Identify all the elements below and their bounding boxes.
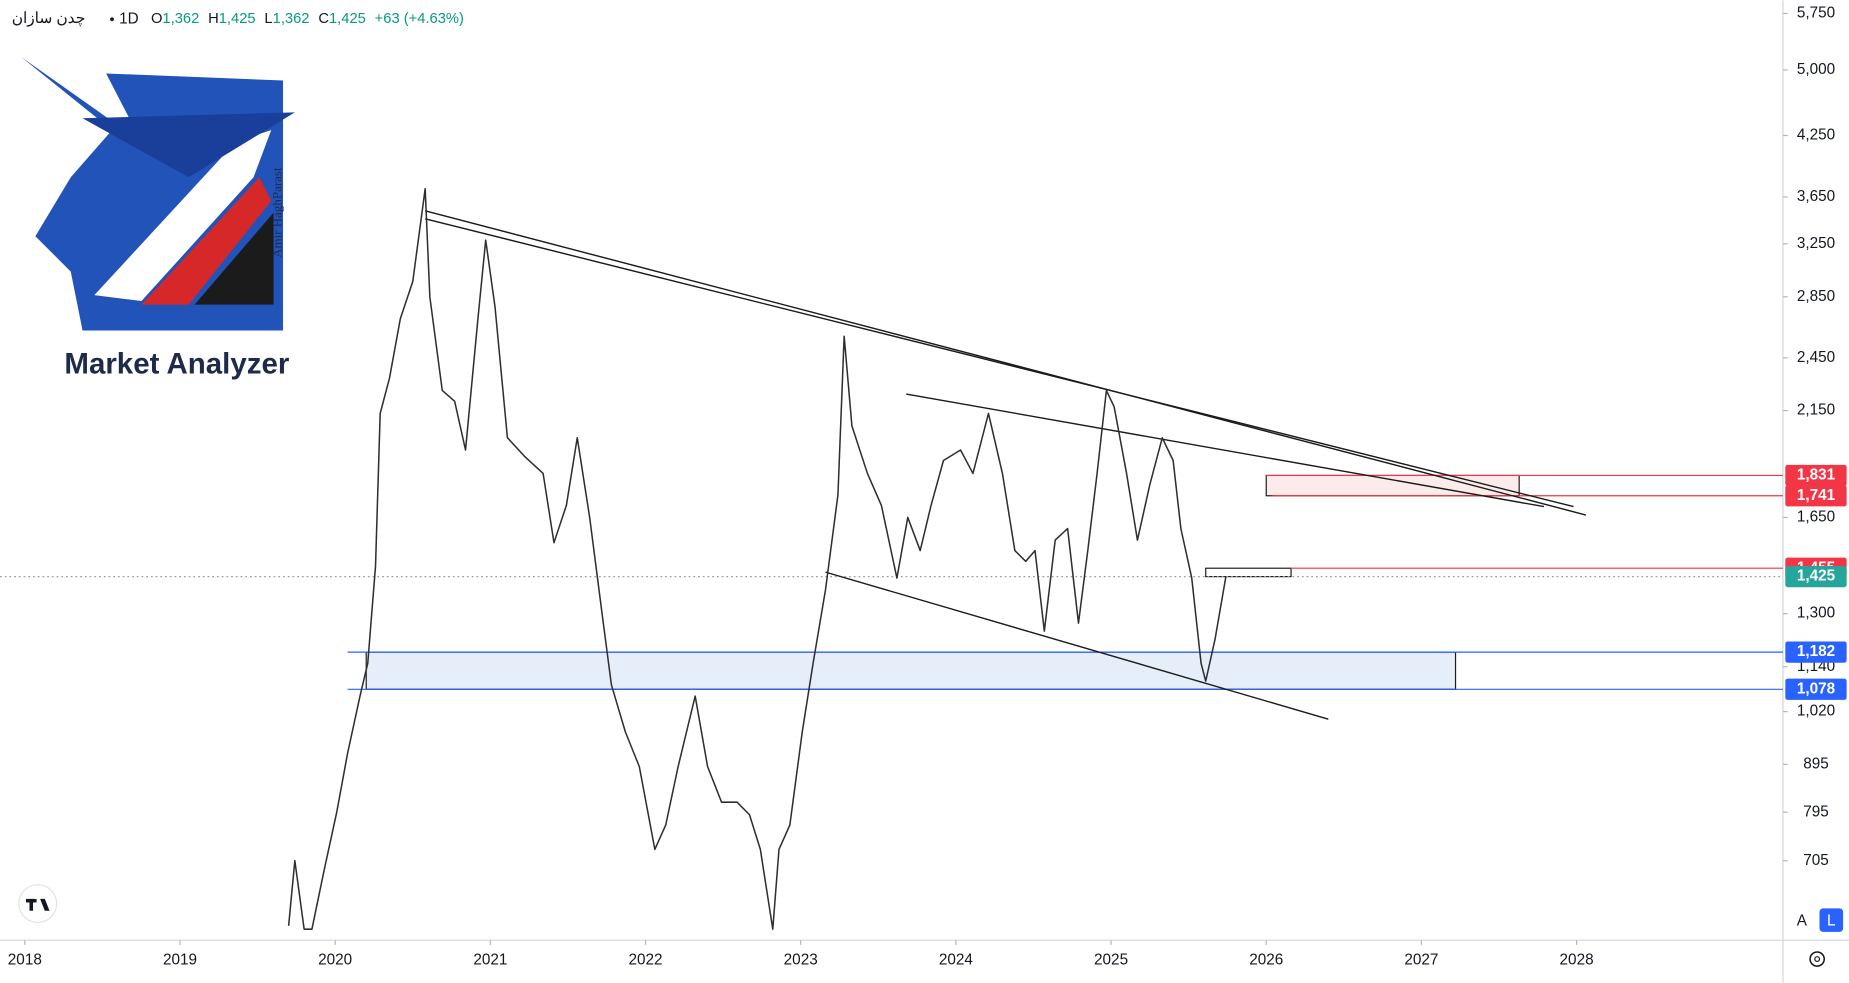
tv-logo-mark: [40, 898, 50, 911]
interval: 1D: [119, 10, 139, 27]
ohlc-key: L: [264, 11, 272, 27]
symbol: چدن سازان: [12, 10, 85, 27]
price-line-series: [287, 187, 1227, 930]
y-tick-label: 3,250: [1797, 235, 1835, 252]
ohlc-value: 1,425: [219, 11, 256, 27]
price-label: 1,831: [1797, 466, 1836, 483]
price-label: 1,078: [1797, 680, 1836, 697]
settings-icon: [1814, 956, 1821, 963]
y-tick-label: 1,650: [1797, 508, 1835, 525]
price-label-box: [1785, 566, 1847, 588]
y-tick-label: 705: [1803, 852, 1829, 869]
y-tick-label: 2,850: [1797, 288, 1835, 305]
x-tick-label: 2022: [628, 951, 662, 968]
x-tick-label: 2023: [784, 951, 818, 968]
y-tick-label: 1,300: [1797, 605, 1835, 622]
ohlc-value: 1,362: [162, 11, 199, 27]
legend-header: چدن سازان: [12, 10, 85, 27]
scale-button[interactable]: [1819, 908, 1844, 932]
x-tick-label: 2025: [1094, 951, 1128, 968]
plot: [0, 187, 1783, 930]
zone: [365, 651, 1457, 690]
logo-shape: [141, 177, 272, 305]
y-tick-label: 2,150: [1797, 402, 1835, 419]
x-tick-label: 2018: [8, 951, 42, 968]
scale-button[interactable]: [1790, 908, 1814, 932]
ohlc-key: H: [208, 11, 219, 27]
logo-title: Market Analyzer: [64, 348, 289, 381]
y-tick-label: 2,450: [1797, 349, 1835, 366]
ohlc-key: O: [151, 11, 162, 27]
tv-logo-mark: [29, 898, 34, 911]
x-tick-label: 2021: [473, 951, 507, 968]
scale-button-label[interactable]: L: [1827, 912, 1836, 929]
x-tick-label: 2028: [1560, 951, 1594, 968]
price-label: 1,182: [1797, 643, 1835, 660]
y-tick-label: 5,750: [1797, 5, 1835, 22]
y-tick-label: 1,020: [1797, 703, 1835, 720]
zone: [1205, 567, 1292, 578]
ohlc-value: 1,362: [273, 11, 310, 27]
x-tick-label: 2024: [939, 951, 974, 968]
x-tick-label: 2026: [1249, 951, 1283, 968]
logo-shape: [82, 112, 295, 178]
trendline: [825, 571, 1329, 720]
trendline: [425, 218, 1574, 508]
price-label-box: [1785, 678, 1847, 700]
separator-dot: [110, 17, 114, 22]
y-tick-label: 795: [1803, 803, 1829, 820]
price-label: 1,741: [1797, 487, 1836, 504]
ohlc-key: C: [318, 11, 329, 27]
settings-icon[interactable]: [1809, 951, 1826, 967]
y-tick-label: 3,650: [1797, 188, 1835, 205]
logo-author: Amir HaghParast: [269, 167, 284, 258]
logo: Market Analyzer Amir HaghParast: [21, 56, 295, 381]
price-label-box: [1785, 464, 1847, 487]
x-tick-label: 2020: [318, 951, 352, 968]
logo-shape: [194, 212, 274, 305]
tv-logo-circle[interactable]: [18, 884, 58, 924]
change: +63 (+4.63%): [375, 11, 464, 27]
y-tick-label: 5,000: [1797, 61, 1835, 78]
price-label: 1,425: [1797, 568, 1836, 585]
price-label-box: [1785, 641, 1847, 663]
zone: [1265, 474, 1520, 497]
y-tick-label: 895: [1803, 755, 1829, 772]
ohlc-value: 1,425: [329, 11, 366, 27]
x-tick-label: 2019: [163, 951, 197, 968]
ohlc: O1,362 H1,425 L1,362 C1,425 +63 (+4.63%): [151, 11, 464, 27]
tv-logo[interactable]: [18, 884, 58, 924]
trendline: [425, 210, 1587, 516]
price-label-box: [1785, 485, 1847, 507]
x-tick-label: 2027: [1404, 951, 1438, 968]
logo-shape: [94, 130, 272, 302]
scale-button-label[interactable]: A: [1797, 912, 1808, 929]
y-tick-label: 4,250: [1797, 127, 1835, 144]
trendline: [906, 393, 1545, 508]
